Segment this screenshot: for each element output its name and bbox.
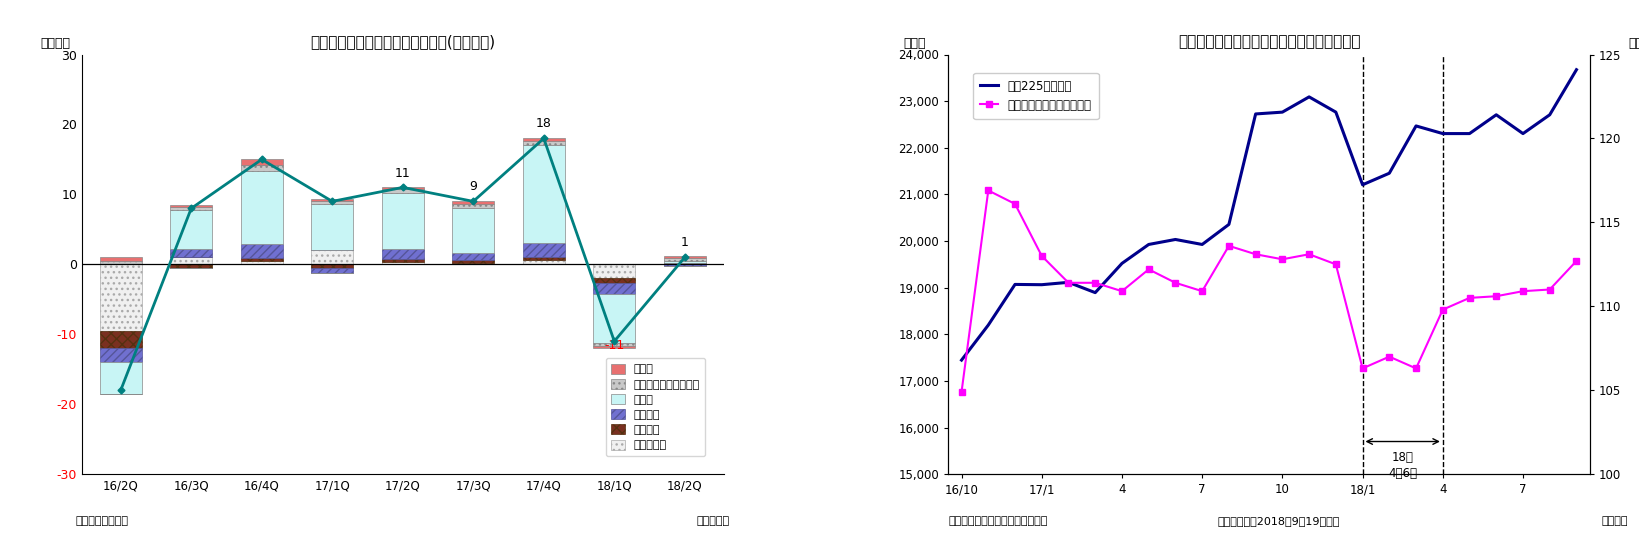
Bar (311, 250, 354, 264)
Text: （年月）: （年月） (1601, 516, 1628, 526)
Bar (311, 268, 354, 274)
Bar (523, 138, 565, 141)
Legend: その他, 保険・年金・定額保証, 株式等, 投資信託, 債務証券, 現金・預金: その他, 保険・年金・定額保証, 株式等, 投資信託, 債務証券, 現金・預金 (606, 358, 705, 456)
Legend: 日経225平均株価, ドル円レート（右メモリ）: 日経225平均株価, ドル円レート（右メモリ） (974, 73, 1098, 119)
Text: （兆円）: （兆円） (41, 37, 70, 50)
Bar (452, 253, 495, 260)
Text: -11: -11 (605, 339, 624, 352)
Bar (523, 257, 565, 260)
Bar (523, 141, 565, 145)
Bar (523, 260, 565, 264)
Bar (311, 204, 354, 250)
Bar (452, 208, 495, 253)
Text: 1: 1 (680, 236, 688, 249)
Bar (241, 171, 284, 244)
Text: 11: 11 (395, 167, 411, 180)
Bar (382, 249, 425, 259)
Text: 18: 18 (536, 117, 552, 130)
Bar (523, 243, 565, 257)
Bar (241, 258, 284, 261)
Bar (664, 264, 706, 266)
Bar (593, 277, 636, 283)
Title: （図表４）　株価と為替の推移（月次終値）: （図表４） 株価と為替の推移（月次終値） (1178, 34, 1360, 49)
Bar (311, 201, 354, 204)
Bar (664, 261, 706, 263)
Text: （資料）日本銀行: （資料）日本銀行 (75, 516, 128, 526)
Bar (664, 263, 706, 264)
Bar (100, 331, 143, 348)
Text: 18年
4－6月: 18年 4－6月 (1388, 451, 1418, 480)
Bar (100, 348, 143, 362)
Bar (311, 199, 354, 201)
Bar (452, 201, 495, 204)
Bar (452, 260, 495, 263)
Bar (170, 205, 213, 207)
Bar (170, 249, 213, 257)
Bar (593, 283, 636, 294)
Bar (382, 190, 425, 193)
Bar (523, 145, 565, 243)
Bar (452, 204, 495, 208)
Text: （円）: （円） (903, 37, 926, 50)
Bar (170, 207, 213, 210)
Bar (170, 264, 213, 268)
Text: （四半期）: （四半期） (697, 516, 729, 526)
Text: 9: 9 (469, 180, 477, 193)
Bar (100, 264, 143, 331)
Bar (664, 258, 706, 261)
Bar (170, 257, 213, 264)
Bar (593, 294, 636, 343)
Bar (241, 244, 284, 258)
Bar (100, 257, 143, 261)
Bar (382, 262, 425, 264)
Text: （注）直近は2018年9月19日時点: （注）直近は2018年9月19日時点 (1218, 516, 1341, 526)
Bar (311, 264, 354, 268)
Title: （図表３）　家計の金融資産残高(時価変動): （図表３） 家計の金融資産残高(時価変動) (310, 34, 495, 49)
Bar (241, 261, 284, 264)
Text: （円/ドル）: （円/ドル） (1628, 37, 1639, 50)
Bar (100, 362, 143, 393)
Bar (593, 346, 636, 348)
Bar (452, 263, 495, 264)
Bar (241, 159, 284, 165)
Bar (593, 343, 636, 346)
Bar (241, 165, 284, 171)
Bar (664, 256, 706, 258)
Bar (382, 193, 425, 249)
Bar (100, 261, 143, 264)
Bar (382, 259, 425, 262)
Text: （資料）日本銀行、日本経済新聞: （資料）日本銀行、日本経済新聞 (949, 516, 1047, 526)
Bar (170, 210, 213, 249)
Bar (593, 264, 636, 277)
Bar (382, 187, 425, 190)
